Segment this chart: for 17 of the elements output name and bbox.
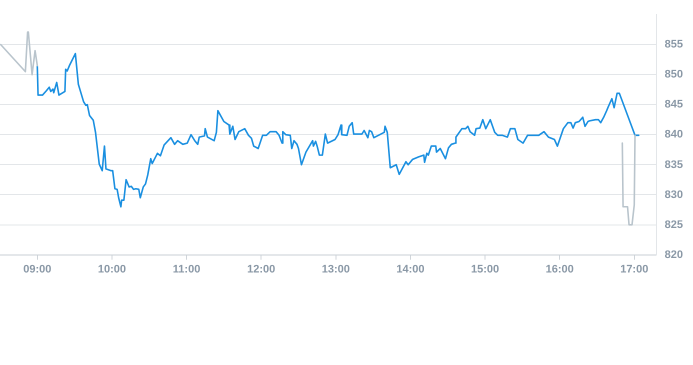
x-tick-label: 12:00 xyxy=(247,263,276,276)
y-tick-label: 855 xyxy=(664,38,684,51)
y-tick-label: 830 xyxy=(664,188,684,201)
y-tick-label: 850 xyxy=(664,68,684,81)
y-tick-label: 820 xyxy=(664,248,684,261)
y-tick-label: 845 xyxy=(664,98,684,111)
y-tick-label: 840 xyxy=(664,128,684,141)
y-tick-label: 825 xyxy=(664,218,684,231)
x-tick-label: 15:00 xyxy=(470,263,500,276)
x-tick-label: 11:00 xyxy=(172,263,200,276)
x-tick-label: 09:00 xyxy=(23,263,52,276)
x-tick-label: 14:00 xyxy=(396,263,424,276)
x-tick-label: 16:00 xyxy=(546,263,574,276)
x-tick-label: 17:00 xyxy=(620,263,648,276)
y-tick-label: 835 xyxy=(664,158,684,171)
x-tick-label: 13:00 xyxy=(322,263,350,276)
x-tick-label: 10:00 xyxy=(98,263,126,276)
